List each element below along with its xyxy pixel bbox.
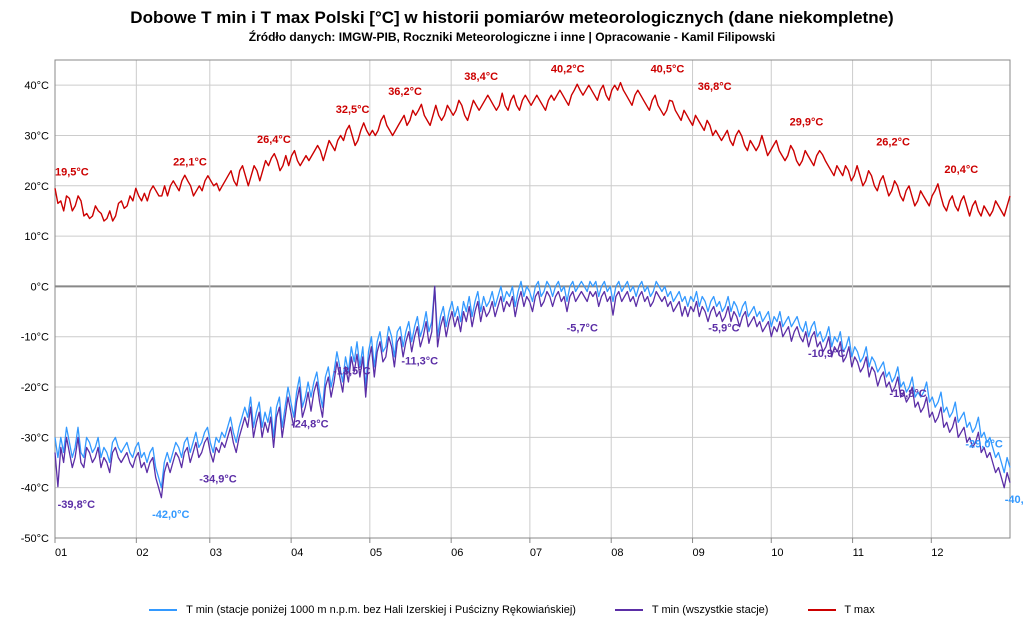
svg-text:36,2°C: 36,2°C <box>388 86 422 98</box>
svg-text:08: 08 <box>611 547 623 559</box>
svg-text:-20°C: -20°C <box>21 382 49 394</box>
svg-text:36,8°C: 36,8°C <box>698 81 732 93</box>
svg-text:26,2°C: 26,2°C <box>876 137 910 149</box>
svg-text:09: 09 <box>693 547 705 559</box>
svg-text:03: 03 <box>210 547 222 559</box>
svg-text:-11,3°C: -11,3°C <box>401 355 438 367</box>
legend-item-tmin-all: T min (wszystkie stacje) <box>615 604 768 616</box>
svg-text:40°C: 40°C <box>24 80 49 92</box>
svg-text:19,5°C: 19,5°C <box>55 167 89 179</box>
legend-label: T max <box>844 604 874 616</box>
svg-text:-19,8°C: -19,8°C <box>889 388 926 400</box>
svg-text:-24,8°C: -24,8°C <box>291 418 328 430</box>
svg-text:-39,8°C: -39,8°C <box>58 499 95 511</box>
svg-text:-10°C: -10°C <box>21 332 49 344</box>
svg-text:30°C: 30°C <box>24 130 49 142</box>
svg-text:12: 12 <box>931 547 943 559</box>
legend-label: T min (wszystkie stacje) <box>652 604 769 616</box>
svg-text:-13,5°C: -13,5°C <box>333 365 370 377</box>
svg-text:06: 06 <box>451 547 463 559</box>
svg-text:05: 05 <box>370 547 382 559</box>
chart-container: Dobowe T min i T max Polski [°C] w histo… <box>0 0 1024 622</box>
legend-swatch <box>615 609 643 611</box>
svg-text:38,4°C: 38,4°C <box>464 71 498 83</box>
svg-text:20,4°C: 20,4°C <box>944 164 978 176</box>
svg-text:26,4°C: 26,4°C <box>257 134 291 146</box>
svg-text:-5,7°C: -5,7°C <box>567 323 598 335</box>
svg-text:-42,0°C: -42,0°C <box>152 509 189 521</box>
svg-text:-50°C: -50°C <box>21 533 49 545</box>
svg-text:-10,9°C: -10,9°C <box>808 348 845 360</box>
legend-label: T min (stacje poniżej 1000 m n.p.m. bez … <box>186 604 576 616</box>
svg-text:40,2°C: 40,2°C <box>551 64 585 76</box>
svg-text:02: 02 <box>136 547 148 559</box>
svg-text:04: 04 <box>291 547 303 559</box>
chart-title: Dobowe T min i T max Polski [°C] w histo… <box>0 8 1024 28</box>
svg-text:01: 01 <box>55 547 67 559</box>
svg-text:20°C: 20°C <box>24 181 49 193</box>
svg-text:32,5°C: 32,5°C <box>336 104 370 116</box>
svg-text:-29,0°C: -29,0°C <box>965 438 1002 450</box>
svg-text:-5,9°C: -5,9°C <box>708 323 739 335</box>
chart-subtitle: Źródło danych: IMGW-PIB, Roczniki Meteor… <box>0 30 1024 44</box>
svg-text:-40°C: -40°C <box>21 483 49 495</box>
chart-plot: -50°C -40°C -30°C -20°C -10°C 0°C 10°C 20°C 30°C… <box>0 50 1024 590</box>
svg-text:40,5°C: 40,5°C <box>651 64 685 76</box>
svg-text:29,9°C: 29,9°C <box>790 116 824 128</box>
svg-text:11: 11 <box>853 547 864 559</box>
svg-text:-40,0°C: -40,0°C <box>1005 494 1024 506</box>
chart-legend: T min (stacje poniżej 1000 m n.p.m. bez … <box>0 604 1024 616</box>
svg-text:-34,9°C: -34,9°C <box>199 474 236 486</box>
legend-item-tmin-low: T min (stacje poniżej 1000 m n.p.m. bez … <box>149 604 576 616</box>
svg-text:22,1°C: 22,1°C <box>173 157 207 169</box>
svg-text:10: 10 <box>771 547 783 559</box>
svg-text:0°C: 0°C <box>31 281 50 293</box>
legend-swatch <box>808 609 836 611</box>
svg-text:07: 07 <box>530 547 542 559</box>
svg-text:10°C: 10°C <box>24 231 49 243</box>
svg-text:-30°C: -30°C <box>21 432 49 444</box>
legend-swatch <box>149 609 177 611</box>
legend-item-tmax: T max <box>808 604 875 616</box>
